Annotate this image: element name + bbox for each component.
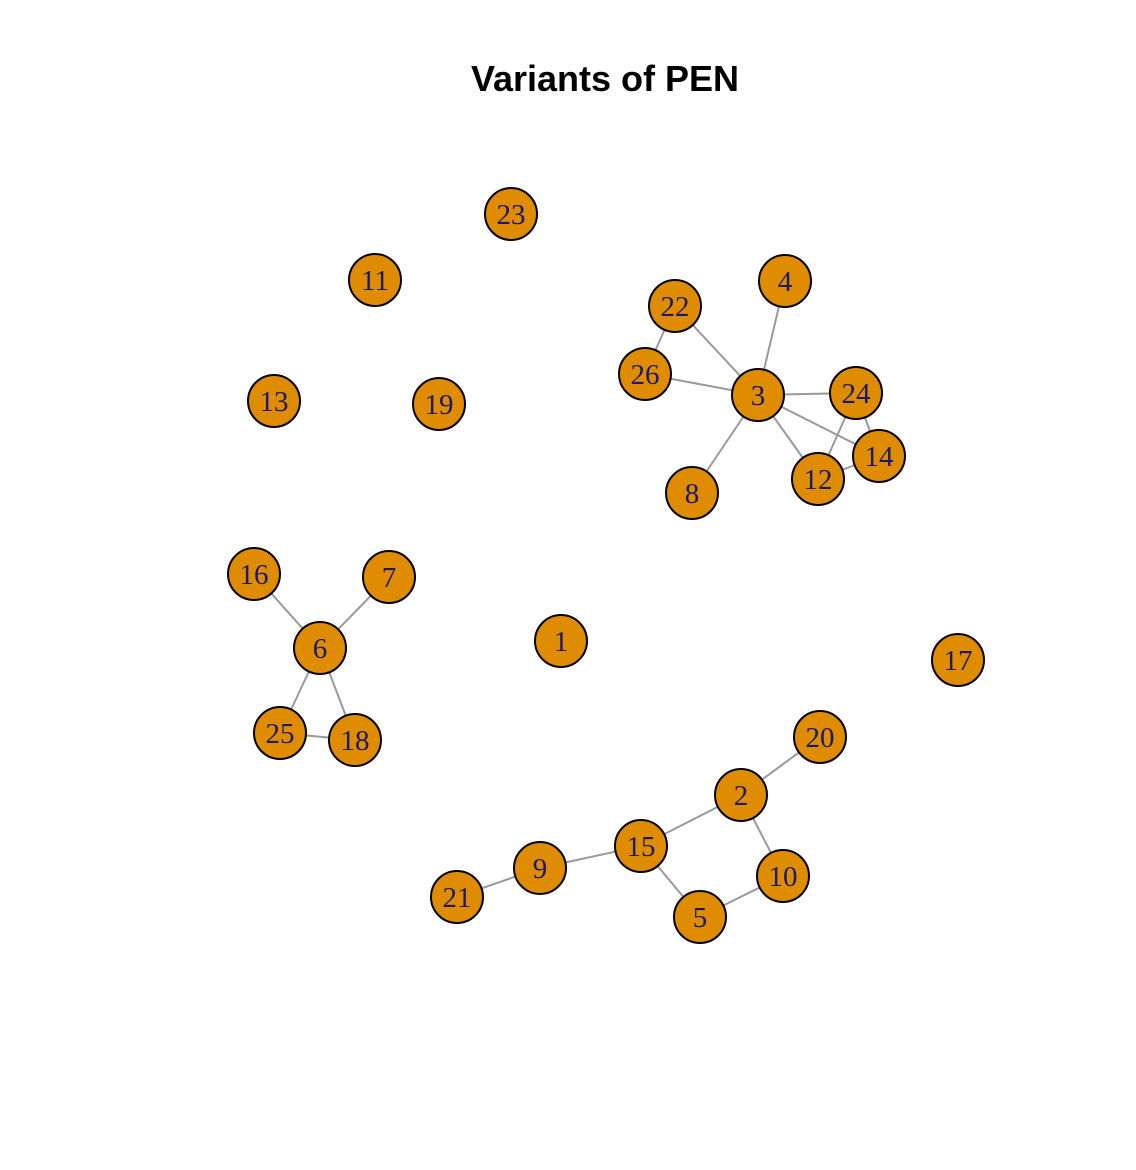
node-3: 3 — [731, 368, 785, 422]
node-circle-21 — [430, 870, 484, 924]
node-26: 26 — [618, 347, 672, 401]
node-label-13: 13 — [260, 386, 289, 418]
node-label-4: 4 — [778, 266, 793, 298]
node-label-23: 23 — [497, 199, 526, 231]
node-label-19: 19 — [425, 389, 454, 421]
node-circle-10 — [756, 849, 810, 903]
node-16: 16 — [227, 547, 281, 601]
node-label-18: 18 — [341, 725, 370, 757]
node-label-8: 8 — [685, 478, 700, 510]
node-23: 23 — [484, 187, 538, 241]
node-circle-23 — [484, 187, 538, 241]
node-circle-15 — [614, 819, 668, 873]
node-label-21: 21 — [443, 882, 472, 914]
node-label-22: 22 — [661, 291, 690, 323]
node-9: 9 — [513, 841, 567, 895]
node-label-24: 24 — [842, 378, 872, 410]
node-circle-6 — [293, 621, 347, 675]
node-label-3: 3 — [751, 380, 766, 412]
node-2: 2 — [714, 768, 768, 822]
node-circle-8 — [665, 466, 719, 520]
node-18: 18 — [328, 713, 382, 767]
node-label-15: 15 — [627, 831, 656, 863]
node-circle-11 — [348, 253, 402, 307]
node-circle-19 — [412, 377, 466, 431]
node-label-20: 20 — [806, 722, 835, 754]
node-label-10: 10 — [769, 861, 798, 893]
node-8: 8 — [665, 466, 719, 520]
node-20: 20 — [793, 710, 847, 764]
node-circle-17 — [931, 633, 985, 687]
node-11: 11 — [348, 253, 402, 307]
node-circle-20 — [793, 710, 847, 764]
node-circle-12 — [791, 452, 845, 506]
node-21: 21 — [430, 870, 484, 924]
node-label-25: 25 — [266, 718, 295, 750]
node-label-11: 11 — [361, 265, 389, 297]
node-circle-18 — [328, 713, 382, 767]
node-label-7: 7 — [382, 562, 397, 594]
node-24: 24 — [829, 366, 883, 420]
node-7: 7 — [362, 550, 416, 604]
node-circle-4 — [758, 254, 812, 308]
node-15: 15 — [614, 819, 668, 873]
node-circle-7 — [362, 550, 416, 604]
node-25: 25 — [253, 706, 307, 760]
node-circle-25 — [253, 706, 307, 760]
node-5: 5 — [673, 890, 727, 944]
node-circle-2 — [714, 768, 768, 822]
node-circle-5 — [673, 890, 727, 944]
node-14: 14 — [852, 429, 906, 483]
node-label-2: 2 — [734, 780, 749, 812]
node-circle-26 — [618, 347, 672, 401]
node-label-5: 5 — [693, 902, 708, 934]
node-label-1: 1 — [554, 626, 569, 658]
node-label-6: 6 — [313, 633, 328, 665]
node-6: 6 — [293, 621, 347, 675]
node-circle-3 — [731, 368, 785, 422]
node-circle-22 — [648, 279, 702, 333]
node-label-26: 26 — [631, 359, 660, 391]
node-circle-14 — [852, 429, 906, 483]
node-label-12: 12 — [804, 464, 833, 496]
node-label-16: 16 — [240, 559, 269, 591]
node-circle-9 — [513, 841, 567, 895]
node-1: 1 — [534, 614, 588, 668]
node-circle-13 — [247, 374, 301, 428]
node-22: 22 — [648, 279, 702, 333]
node-label-14: 14 — [865, 441, 895, 473]
node-4: 4 — [758, 254, 812, 308]
node-circle-1 — [534, 614, 588, 668]
diagram-title: Variants of PEN — [470, 58, 740, 99]
node-label-9: 9 — [533, 853, 548, 885]
node-label-17: 17 — [944, 645, 973, 677]
node-13: 13 — [247, 374, 301, 428]
node-17: 17 — [931, 633, 985, 687]
node-19: 19 — [412, 377, 466, 431]
node-12: 12 — [791, 452, 845, 506]
node-circle-16 — [227, 547, 281, 601]
edges-layer — [253, 280, 880, 918]
node-10: 10 — [756, 849, 810, 903]
node-circle-24 — [829, 366, 883, 420]
